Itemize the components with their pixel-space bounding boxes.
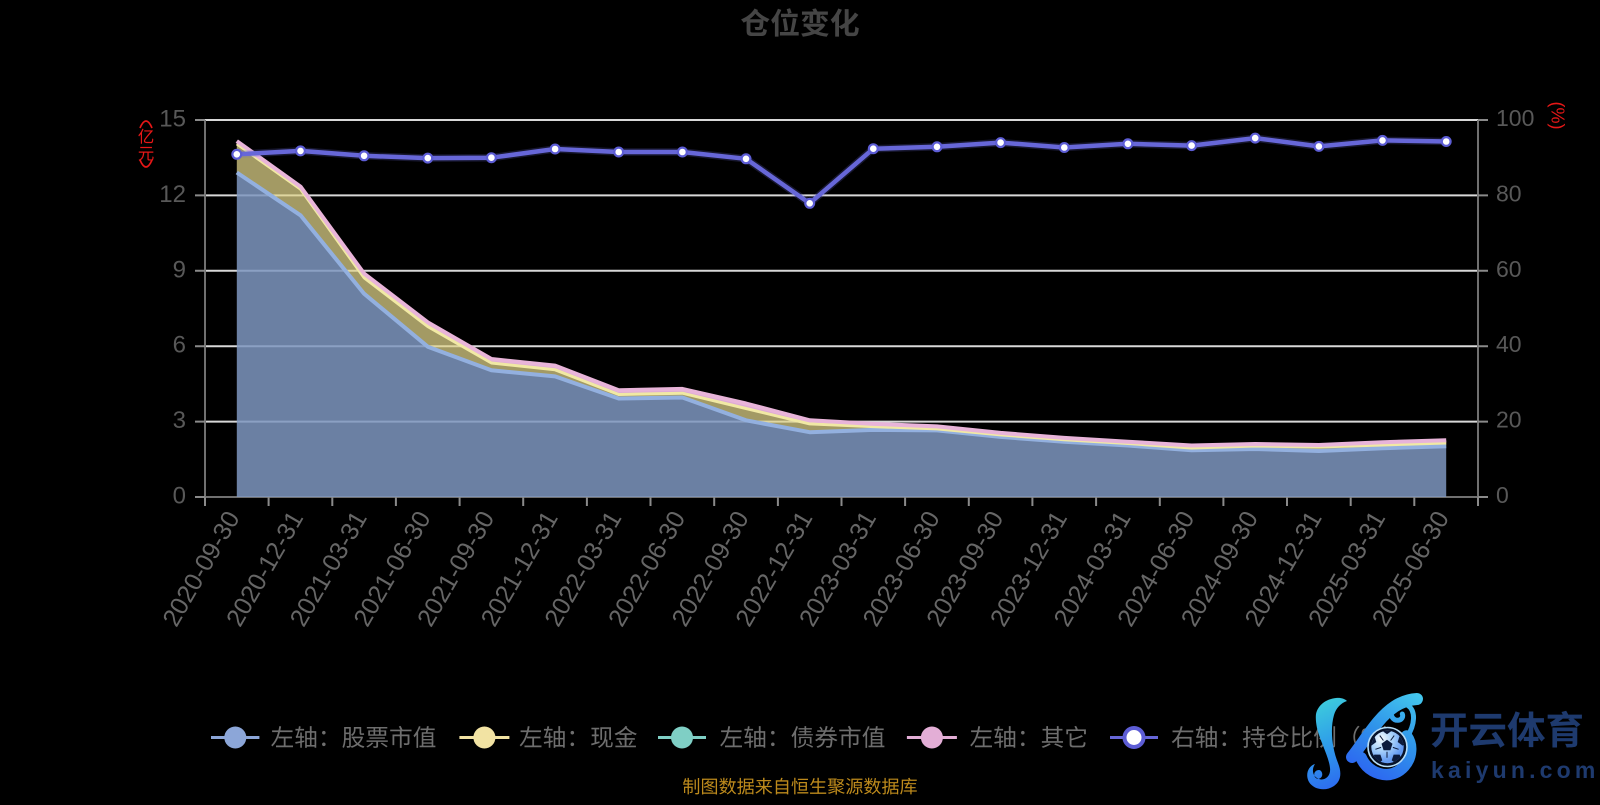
svg-text:40: 40 xyxy=(1496,331,1522,357)
svg-text:kaiyun.com: kaiyun.com xyxy=(1431,757,1600,783)
svg-text:0: 0 xyxy=(1496,482,1509,508)
svg-text:0: 0 xyxy=(173,483,186,510)
svg-text:20: 20 xyxy=(1496,407,1522,433)
svg-text:(%): (%) xyxy=(1548,102,1568,130)
svg-text:3: 3 xyxy=(173,407,186,434)
svg-text:12: 12 xyxy=(159,181,186,208)
svg-text:60: 60 xyxy=(1496,256,1522,282)
svg-text:80: 80 xyxy=(1496,180,1522,206)
svg-text:100: 100 xyxy=(1496,105,1534,131)
svg-text:15: 15 xyxy=(159,106,186,133)
svg-text:6: 6 xyxy=(173,332,186,359)
svg-text:9: 9 xyxy=(173,256,186,283)
